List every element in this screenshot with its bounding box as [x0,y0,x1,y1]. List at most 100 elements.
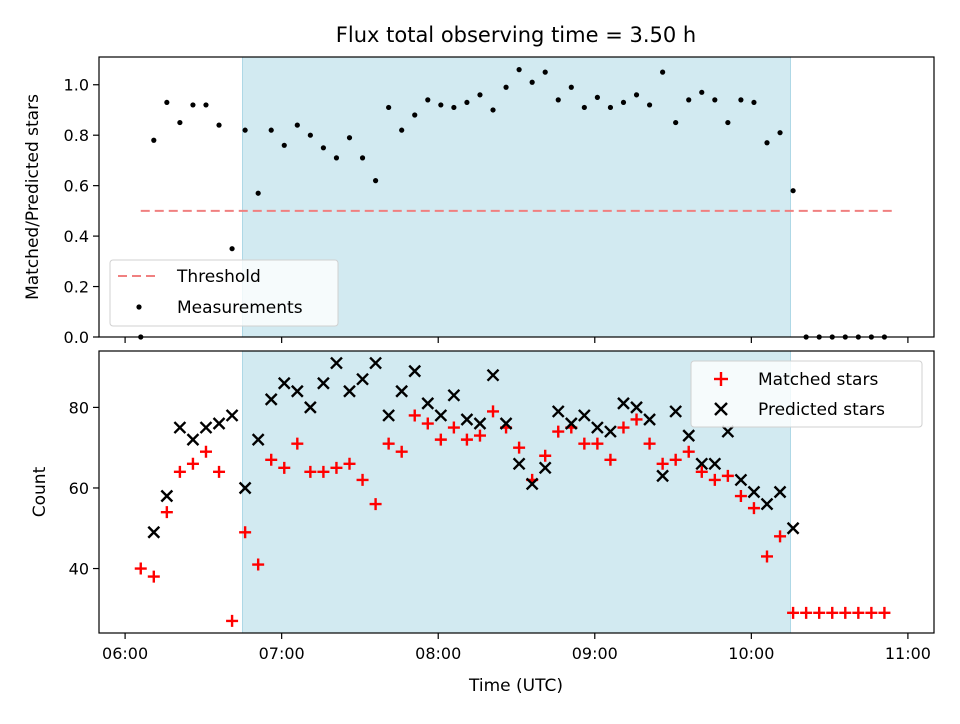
predicted-star-point [160,489,174,503]
matched-star-point [291,437,304,450]
predicted-star-point [551,405,565,418]
measurement-point [190,102,196,108]
predicted-star-point [277,376,291,390]
measurement-point [503,84,509,90]
predicted-star-point [643,413,656,426]
measurement-point [699,89,705,95]
measurement-point [633,92,640,98]
matched-star-point [839,606,852,619]
measurement-point [372,178,379,184]
measurement-point [516,67,522,73]
measurement-point [268,127,274,133]
matched-star-point [747,502,760,515]
x-tick-label: 07:00 [259,644,305,663]
predicted-star-point [460,413,474,426]
matched-star-point [787,606,800,619]
x-axis-label: Time (UTC) [468,676,563,696]
matched-star-point [695,465,708,478]
matched-star-point [395,445,408,458]
matched-star-point [513,441,526,454]
matched-star-point [160,506,173,519]
matched-star-point [382,437,395,450]
matched-star-point [878,606,891,619]
matched-star-point [643,437,656,450]
matched-star-point [578,437,591,450]
measurement-point [151,137,157,143]
measurement-point [594,94,600,100]
measurement-point [294,122,300,128]
matched-star-point [330,461,343,474]
matched-star-point [721,469,734,482]
predicted-star-point [395,384,409,398]
measurement-point [542,69,548,75]
matched-star-point [252,558,265,571]
predicted-star-point [264,392,278,406]
legend-matched-label: Matched stars [758,370,878,390]
matched-star-point [487,405,500,418]
measurement-point [529,79,535,85]
measurement-point [164,99,170,106]
measurement-point [660,69,666,75]
matched-star-point [826,606,839,619]
predicted-star-point [564,417,578,430]
matched-star-point [186,457,199,470]
measurement-point [281,142,287,148]
predicted-star-point [708,457,722,471]
matched-star-point [239,526,252,539]
predicted-star-point [786,521,800,535]
measurement-point [477,92,483,98]
legend-threshold-label: Threshold [176,267,261,287]
legend-measurements-label: Measurements [177,298,303,318]
predicted-star-point [447,388,461,402]
measurement-point [177,119,183,126]
y-axis-ticks-top: 0.0 0.2 0.4 0.6 0.8 1.0 [64,76,99,347]
predicted-star-point [682,429,696,442]
legend-matched-swatch [714,372,728,386]
predicted-star-point [669,405,683,418]
measurement-point [490,107,496,113]
measurement-point [620,99,627,106]
matched-star-point [591,437,604,450]
y-tick-label: 60 [69,479,89,498]
matched-star-point [369,498,382,511]
y-tick-label: 0.2 [64,278,89,297]
predicted-star-point [512,457,526,471]
predicted-star-point [538,461,552,475]
matched-star-point [408,409,421,422]
matched-star-point [226,614,239,627]
measurement-point [555,97,561,103]
measurement-point [333,155,340,161]
measurement-point [712,97,718,103]
measurement-point [451,104,457,111]
predicted-star-point [525,477,539,491]
predicted-star-point [225,409,239,422]
measurement-point [777,130,783,136]
predicted-star-point [773,485,787,499]
measurement-point [425,97,431,103]
predicted-star-point [290,384,304,398]
matched-star-point [852,606,865,619]
measurement-point [568,84,574,90]
matched-star-point [343,457,356,470]
predicted-star-point [382,409,395,422]
legend-predicted-swatch [714,402,728,416]
matched-star-point [473,429,486,442]
predicted-star-point [695,457,709,471]
predicted-star-point [421,397,435,410]
plot-frame-bottom [98,350,935,634]
matched-star-point [761,550,773,563]
matched-star-point [800,606,813,619]
measurement-point [764,140,770,146]
measurement-point [203,102,209,108]
matched-star-point [682,445,695,458]
predicted-star-point [656,469,669,483]
measurement-point [320,145,327,151]
legend-top: Threshold Measurements [109,259,339,327]
matched-star-point [708,473,721,486]
measurement-point [686,97,692,103]
predicted-star-point [577,409,591,422]
matched-star-point [199,445,212,458]
measurement-point [399,127,405,133]
y-tick-label: 0.0 [64,328,89,347]
